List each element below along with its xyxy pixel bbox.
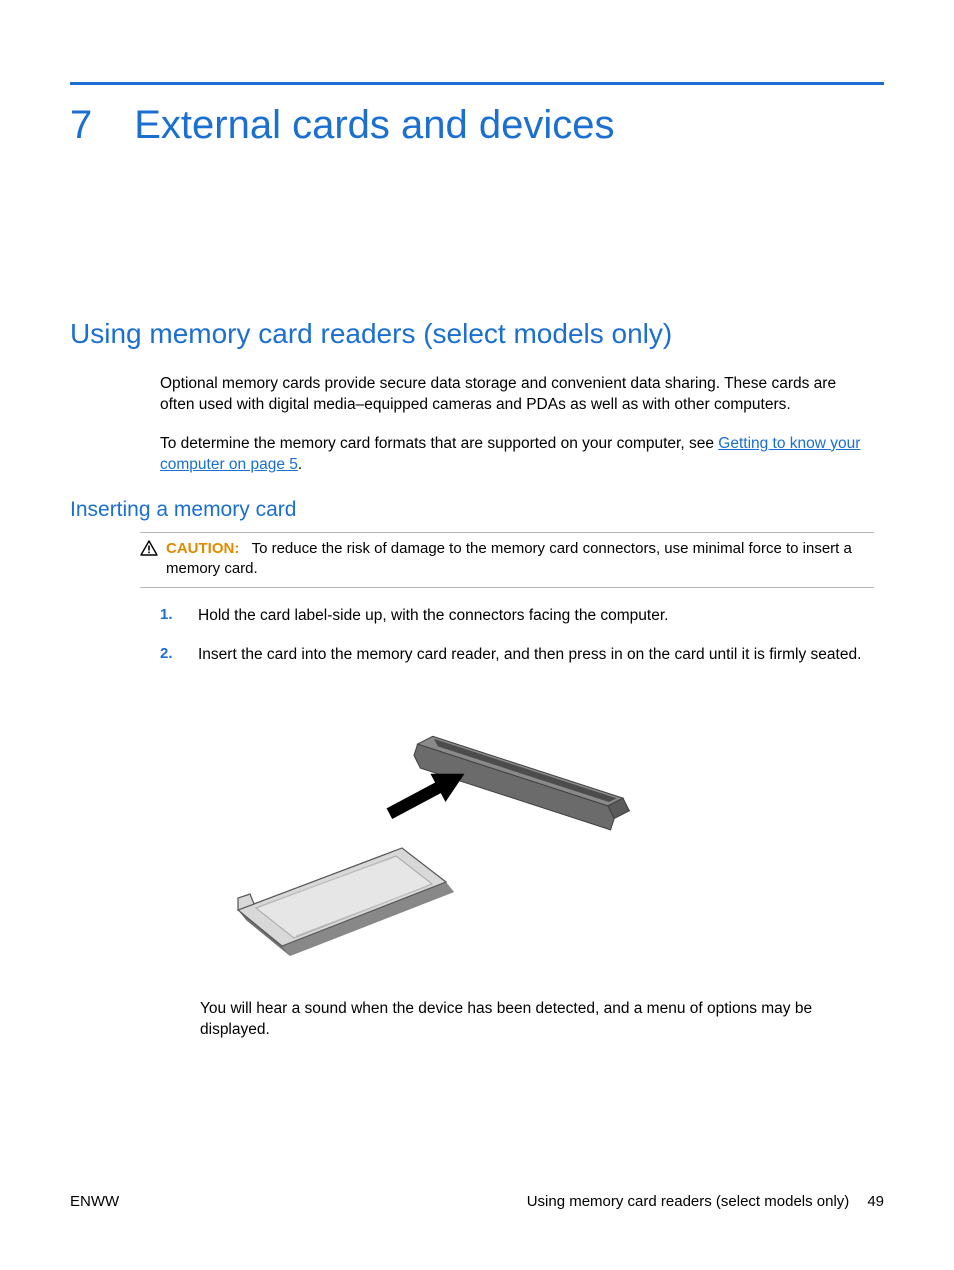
after-figure-paragraph: You will hear a sound when the device ha… [200, 999, 874, 1041]
footer-right: Using memory card readers (select models… [527, 1193, 884, 1210]
page: 7 External cards and devices Using memor… [0, 0, 954, 1270]
step-number: 2. [160, 645, 176, 666]
footer-left: ENWW [70, 1193, 119, 1210]
list-item: 2. Insert the card into the memory card … [160, 645, 874, 666]
page-footer: ENWW Using memory card readers (select m… [70, 1193, 884, 1210]
link-para-before: To determine the memory card formats tha… [160, 435, 718, 452]
caution-icon [140, 540, 158, 561]
caution-body: To reduce the risk of damage to the memo… [166, 540, 852, 577]
intro-block: Optional memory cards provide secure dat… [160, 374, 874, 476]
caution-label: CAUTION: [166, 540, 239, 557]
figure-memory-card-insert [200, 686, 884, 971]
chapter-heading: 7 External cards and devices [70, 103, 884, 148]
list-item: 1. Hold the card label-side up, with the… [160, 606, 874, 627]
chapter-rule [70, 82, 884, 85]
intro-paragraph: Optional memory cards provide secure dat… [160, 374, 874, 416]
caution-block: CAUTION: To reduce the risk of damage to… [140, 532, 874, 589]
section-heading-h3: Inserting a memory card [70, 498, 884, 522]
chapter-title: External cards and devices [134, 103, 614, 148]
step-number: 1. [160, 606, 176, 627]
chapter-number: 7 [70, 103, 92, 148]
footer-section-title: Using memory card readers (select models… [527, 1193, 850, 1210]
ordered-steps: 1. Hold the card label-side up, with the… [160, 606, 874, 666]
link-paragraph: To determine the memory card formats tha… [160, 434, 874, 476]
step-text: Insert the card into the memory card rea… [198, 645, 861, 666]
link-para-after: . [298, 456, 302, 473]
caution-text: CAUTION: To reduce the risk of damage to… [166, 539, 874, 580]
section-heading-h2: Using memory card readers (select models… [70, 318, 884, 350]
footer-page-number: 49 [867, 1193, 884, 1210]
step-text: Hold the card label-side up, with the co… [198, 606, 668, 627]
